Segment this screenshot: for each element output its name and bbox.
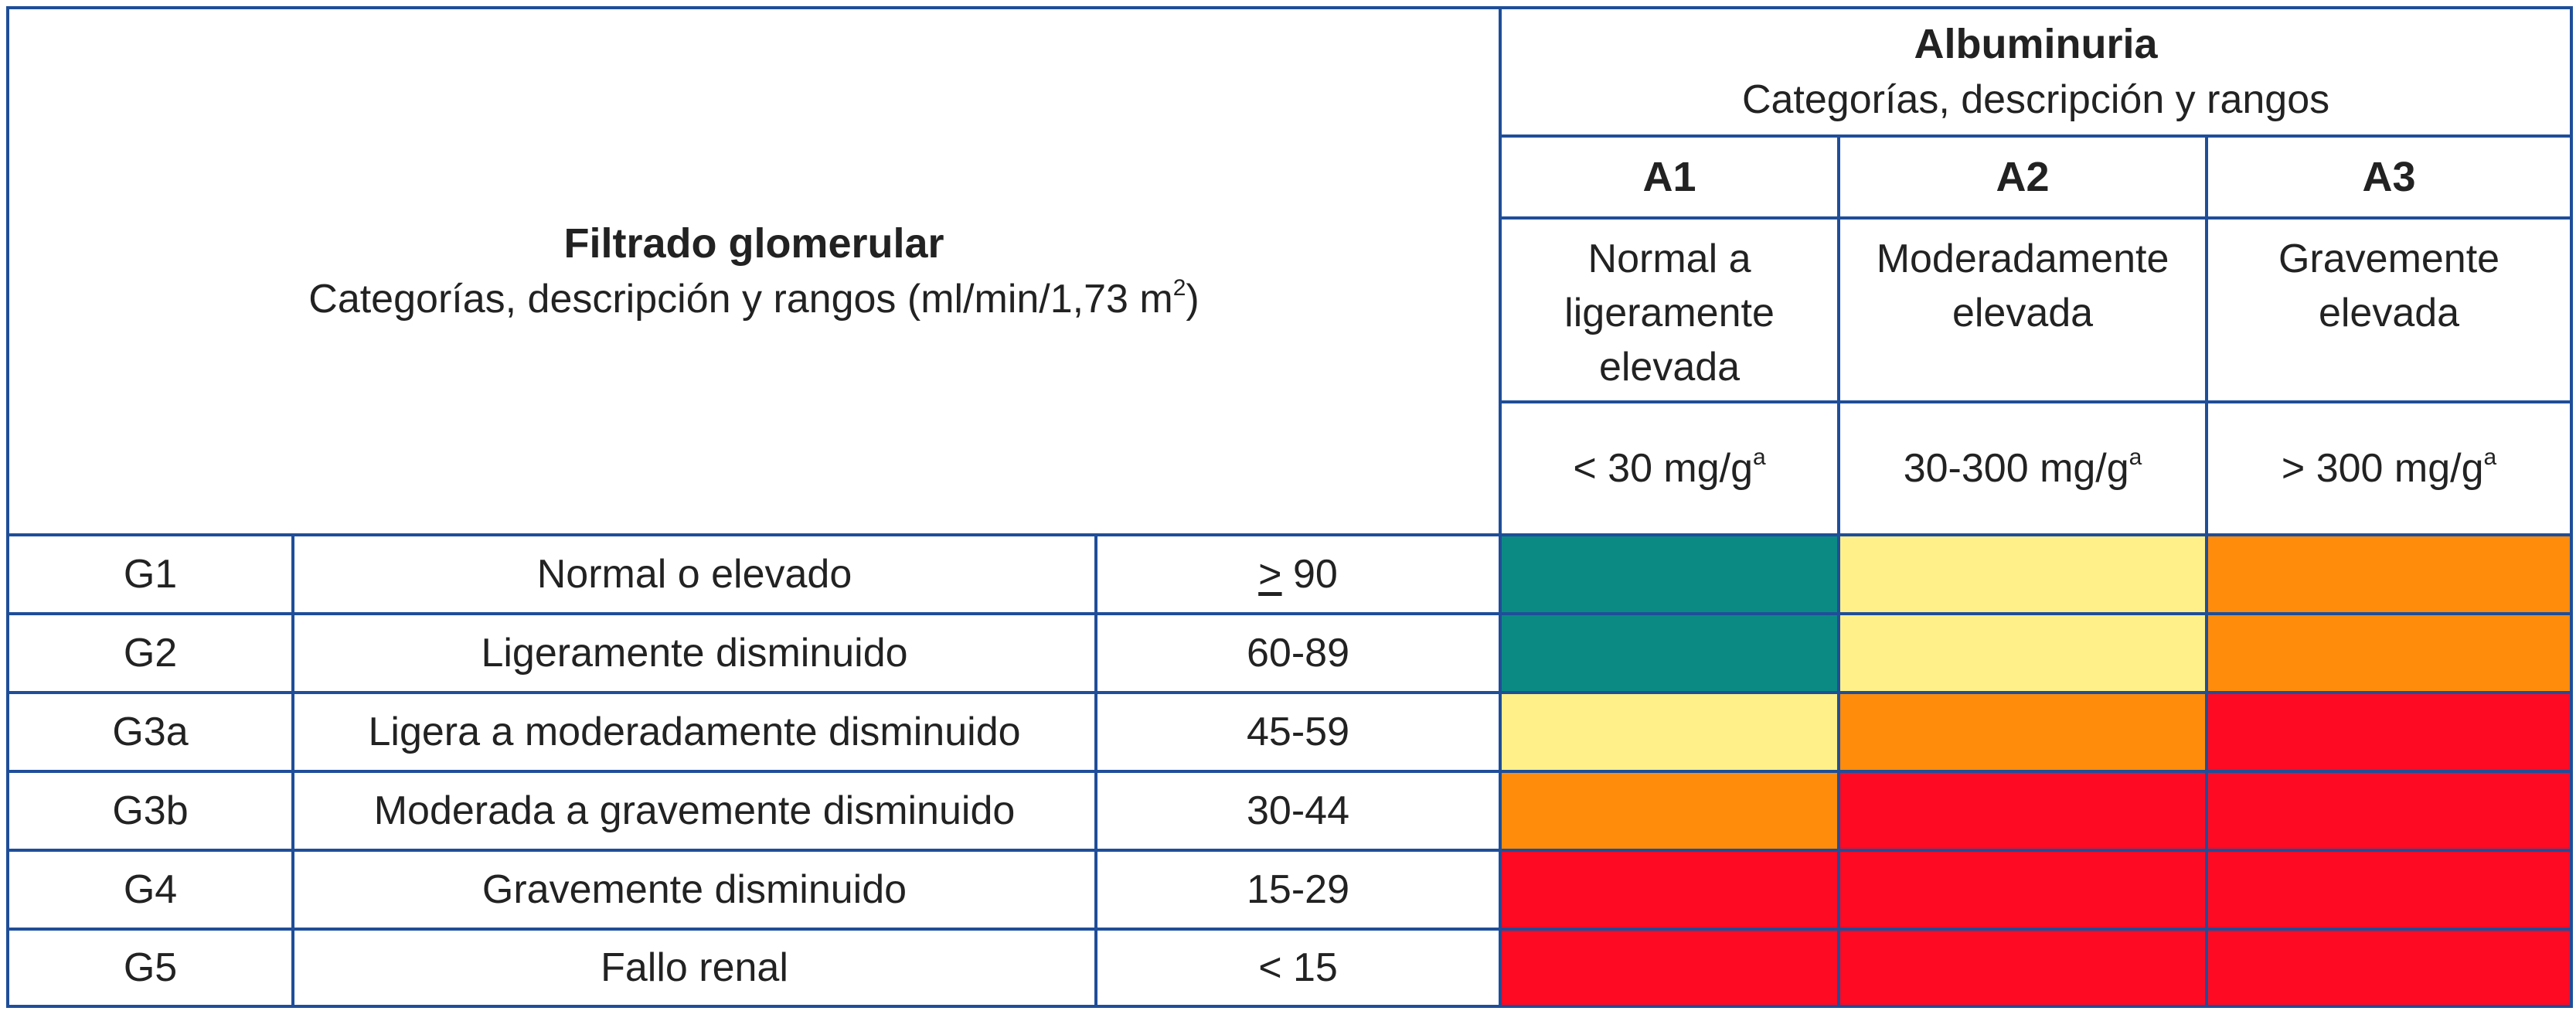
gfr-category-range: > 90 [1094,533,1502,615]
gfr-header-cell: Filtrado glomerular Categorías, descripc… [5,6,1502,536]
risk-cell-red [1837,928,2209,1008]
risk-cell-green [1499,533,1841,615]
range-text: > 300 mg/g [2281,446,2484,491]
risk-cell-orange [2205,533,2574,615]
gfr-row: G1 Normal o elevado > 90 [6,533,2574,615]
gfr-category-description: Normal o elevado [291,533,1097,615]
gfr-category-code: G4 [6,849,294,931]
albuminuria-category-code: A3 [2205,134,2574,220]
gfr-category-range: < 15 [1094,928,1502,1008]
gfr-category-range: 15-29 [1094,849,1502,931]
range-symbol: > [1258,552,1282,597]
albuminuria-category-description: Normal a ligeramente elevada [1499,216,1841,403]
risk-cell-red [1837,849,2209,931]
albuminuria-category-range: 30-300 mg/ga [1837,400,2209,536]
risk-cell-orange [1837,691,2209,773]
gfr-header-subtitle: Categorías, descripción y rangos (ml/min… [9,272,1499,326]
range-value: 45-59 [1247,710,1350,754]
albuminuria-category-range: < 30 mg/ga [1499,400,1841,536]
gfr-row: G5 Fallo renal < 15 [6,928,2574,1008]
range-value: 60-89 [1247,631,1350,676]
gfr-category-description: Ligeramente disminuido [291,612,1097,694]
gfr-category-range: 30-44 [1094,770,1502,852]
risk-cell-yellow [1837,533,2209,615]
risk-cell-orange [1499,770,1841,852]
albuminuria-category-code: A1 [1499,134,1841,220]
range-value: 30-44 [1247,788,1350,833]
gfr-subtitle-text: Categorías, descripción y rangos (ml/min… [308,277,1173,322]
gfr-row: G4 Gravemente disminuido 15-29 [6,849,2574,931]
risk-cell-red [2205,849,2574,931]
range-sup: a [1753,444,1766,470]
risk-cell-red [2205,691,2574,773]
gfr-category-description: Ligera a moderadamente disminuido [291,691,1097,773]
gfr-row: G2 Ligeramente disminuido 60-89 [6,612,2574,694]
gfr-category-description: Gravemente disminuido [291,849,1097,931]
albuminuria-category-description: Gravemente elevada [2205,216,2574,403]
risk-cell-orange [2205,612,2574,694]
gfr-row: G3a Ligera a moderadamente disminuido 45-5… [6,691,2574,773]
risk-cell-red [1837,770,2209,852]
gfr-category-range: 45-59 [1094,691,1502,773]
range-value: 15-29 [1247,867,1350,912]
risk-cell-red [1499,928,1841,1008]
gfr-category-range: 60-89 [1094,612,1502,694]
range-sup: a [2483,444,2497,470]
ckd-prognosis-table: Filtrado glomerular Categorías, descripc… [5,6,2574,1008]
range-sup: a [2129,444,2142,470]
gfr-subtitle-sup: 2 [1172,275,1186,301]
albuminuria-category-range: > 300 mg/ga [2205,400,2574,536]
gfr-category-code: G2 [6,612,294,694]
gfr-category-description: Moderada a gravemente disminuido [291,770,1097,852]
gfr-header-title: Filtrado glomerular [563,220,944,267]
risk-cell-green [1499,612,1841,694]
range-text: 30-300 mg/g [1903,446,2129,491]
gfr-category-code: G5 [6,928,294,1008]
albuminuria-header-subtitle: Categorías, descripción y rangos [1741,77,2330,123]
risk-cell-red [2205,928,2574,1008]
albuminuria-header-cell: Albuminuria Categorías, descripción y ra… [1499,6,2574,138]
gfr-subtitle-suffix: ) [1186,277,1200,322]
range-value: 90 [1281,552,1338,597]
risk-cell-yellow [1499,691,1841,773]
albuminuria-header-title: Albuminuria [1914,21,2158,68]
risk-cell-yellow [1837,612,2209,694]
gfr-rows: G1 Normal o elevado > 90 G2 Ligeramente dism… [6,533,2574,1008]
gfr-category-code: G3b [6,770,294,852]
albuminuria-category-description: Moderadamente elevada [1837,216,2209,403]
risk-cell-red [1499,849,1841,931]
range-text: < 30 mg/g [1573,446,1754,491]
gfr-category-description: Fallo renal [291,928,1097,1008]
gfr-row: G3b Moderada a gravemente disminuido 30-44 [6,770,2574,852]
gfr-category-code: G1 [6,533,294,615]
range-value: < 15 [1258,945,1338,990]
albuminuria-category-code: A2 [1837,134,2209,220]
risk-cell-red [2205,770,2574,852]
gfr-category-code: G3a [6,691,294,773]
